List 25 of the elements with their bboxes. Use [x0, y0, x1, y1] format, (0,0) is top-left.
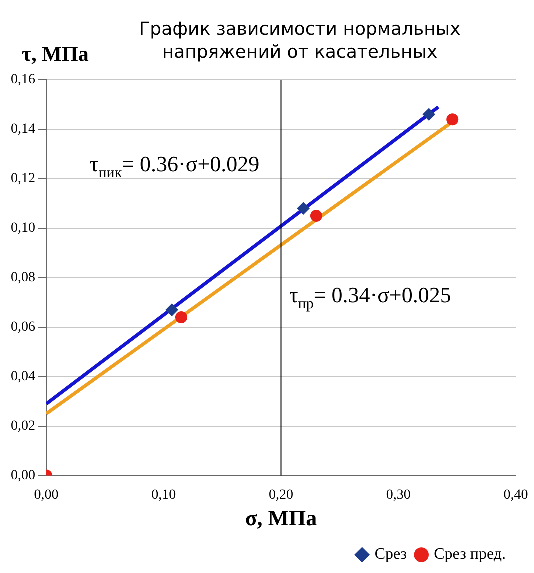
y-tick-label: 0,02 [11, 418, 36, 434]
x-tick-label: 0,00 [34, 488, 59, 503]
x-tick-label: 0,10 [152, 488, 176, 503]
legend-label: Срез [374, 546, 408, 564]
y-tick-label: 0,10 [11, 221, 36, 236]
point [310, 210, 322, 222]
y-tick-label: 0,14 [11, 122, 36, 138]
legend-label: Срез пред. [434, 546, 506, 564]
y-axis-title: τ, МПа [22, 42, 89, 67]
x-tick-label: 0,40 [504, 488, 528, 503]
y-tick-label: 0,08 [11, 270, 36, 286]
x-axis-title: σ, МПа [245, 505, 318, 530]
point [446, 114, 459, 126]
y-tick-label: 0,04 [11, 370, 36, 385]
chart-title: График зависимости нормальных напряжений от касательных [138, 18, 462, 64]
point [298, 202, 310, 215]
point [423, 108, 436, 121]
x-tick-label: 0,30 [386, 488, 411, 503]
y-tick-label: 0,16 [11, 72, 36, 88]
y-tick-label: 0,06 [11, 320, 36, 336]
y-tick-label: 0,12 [11, 172, 36, 187]
point [175, 311, 188, 324]
x-tick-label: 0,20 [269, 488, 294, 503]
y-tick-label: 0,00 [11, 468, 36, 484]
point [166, 304, 178, 316]
